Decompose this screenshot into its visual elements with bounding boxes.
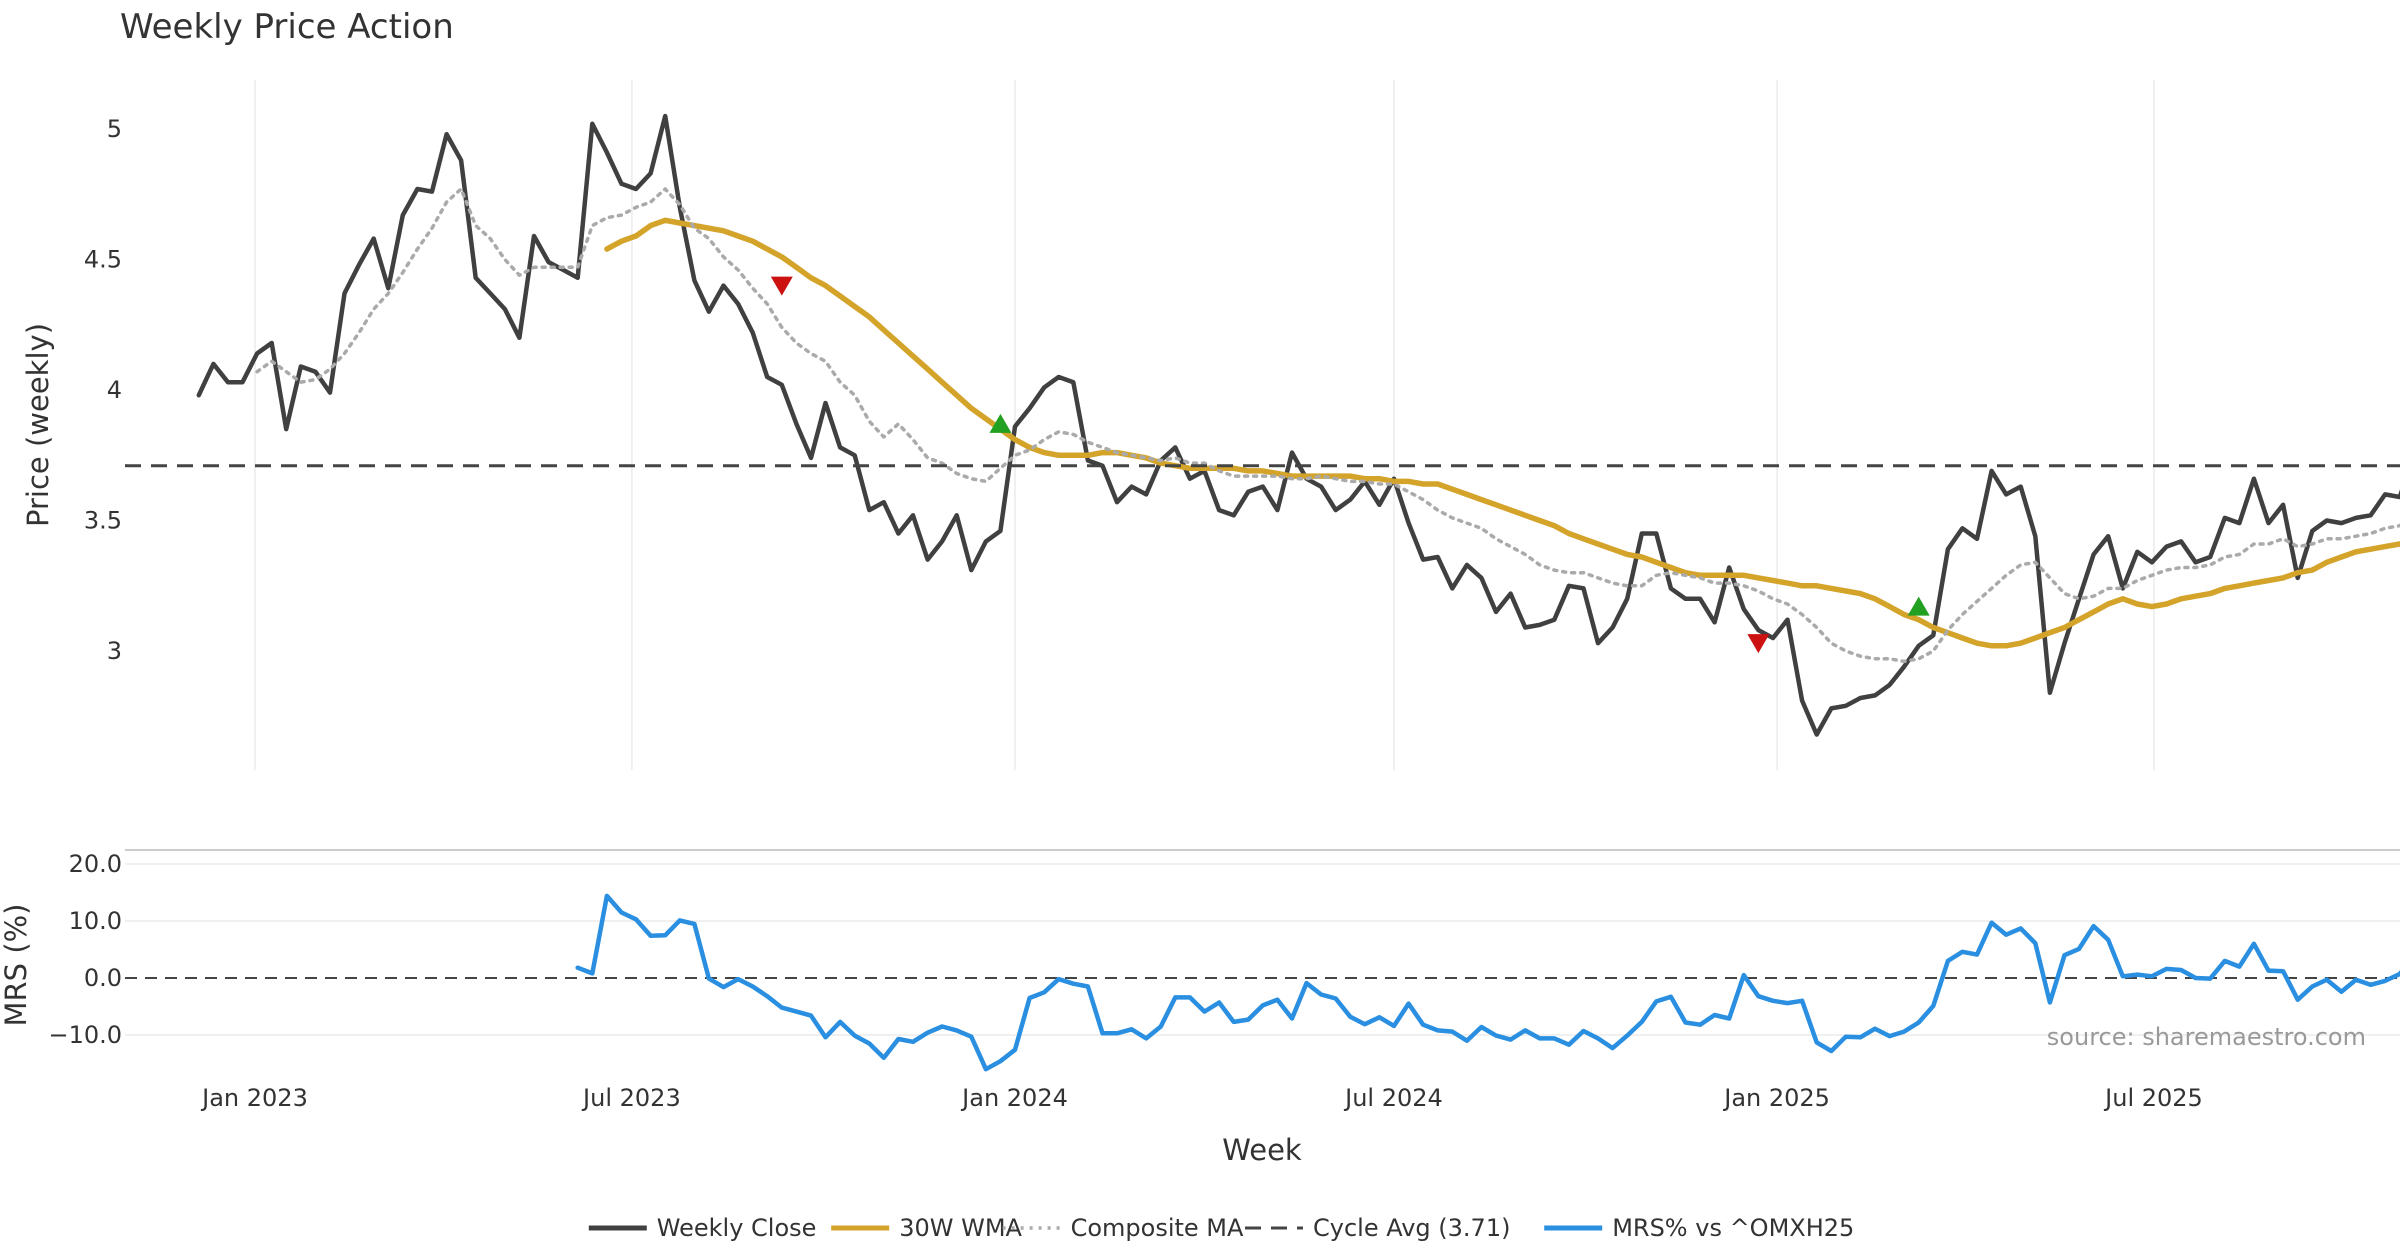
legend-item: 30W WMA (831, 1214, 1023, 1242)
price-y-tick-label: 3 (107, 637, 122, 665)
legend-label: MRS% vs ^OMXH25 (1612, 1214, 1854, 1242)
sell-signal-marker (770, 276, 793, 296)
x-tick-label: Jul 2024 (1343, 1084, 1443, 1112)
legend-label: Composite MA (1071, 1214, 1244, 1242)
price-y-tick-label: 3.5 (84, 507, 122, 535)
chart-title: Weekly Price Action (120, 7, 454, 47)
legend-item: Weekly Close (588, 1214, 817, 1242)
price-panel: 5 4.5 4 3.5 3 Price (weekly) (21, 80, 2400, 770)
price-series (125, 113, 2400, 737)
30w-wma-line (604, 217, 2400, 649)
legend-label: Cycle Avg (3.71) (1313, 1214, 1510, 1242)
mrs-grid (125, 863, 2400, 1036)
x-tick-label: Jan 2023 (200, 1084, 308, 1112)
weekly-close-line (196, 113, 2400, 737)
mrs-y-tick-label: −10.0 (48, 1021, 122, 1049)
mrs-line (575, 893, 2400, 1072)
mrs-y-tick-label: 20.0 (69, 850, 122, 878)
legend-label: 30W WMA (899, 1214, 1022, 1242)
price-y-tick-label: 5 (107, 115, 122, 143)
x-tick-label: Jan 2025 (1722, 1084, 1830, 1112)
mrs-panel: 20.0 10.0 0.0 −10.0 MRS (%) source: sharema… (0, 849, 2400, 1072)
mrs-y-tick-label: 10.0 (69, 907, 122, 935)
signal-markers (770, 276, 1930, 654)
price-y-axis-label: Price (weekly) (21, 323, 55, 527)
x-tick-label: Jul 2023 (581, 1084, 681, 1112)
price-y-ticks: 5 4.5 4 3.5 3 (84, 115, 122, 665)
x-axis-ticks: Jan 2023 Jul 2023 Jan 2024 Jul 2024 Jan 2025… (200, 1084, 2203, 1112)
x-tick-label: Jan 2024 (960, 1084, 1068, 1112)
mrs-y-axis-label: MRS (%) (0, 904, 33, 1027)
legend-item: Composite MA (1002, 1214, 1244, 1242)
legend: Weekly Close 30W WMA Composite MA Cycle Avg… (588, 1214, 1854, 1242)
price-y-tick-label: 4.5 (84, 246, 122, 274)
buy-signal-marker (1907, 596, 1930, 616)
buy-signal-marker (989, 413, 1012, 433)
price-grid (254, 80, 2155, 770)
legend-item: MRS% vs ^OMXH25 (1544, 1214, 1854, 1242)
source-note: source: sharemaestro.com (2047, 1023, 2366, 1051)
composite-ma-line (255, 187, 2400, 664)
mrs-y-tick-label: 0.0 (84, 964, 122, 992)
sell-signal-marker (1747, 634, 1770, 654)
legend-label: Weekly Close (657, 1214, 817, 1242)
x-tick-label: Jul 2025 (2103, 1084, 2203, 1112)
legend-item: Cycle Avg (3.71) (1245, 1214, 1510, 1242)
x-axis-label: Week (1222, 1133, 1302, 1167)
price-y-tick-label: 4 (107, 376, 122, 404)
mrs-y-ticks: 20.0 10.0 0.0 −10.0 (48, 850, 122, 1049)
mrs-series (575, 893, 2400, 1072)
